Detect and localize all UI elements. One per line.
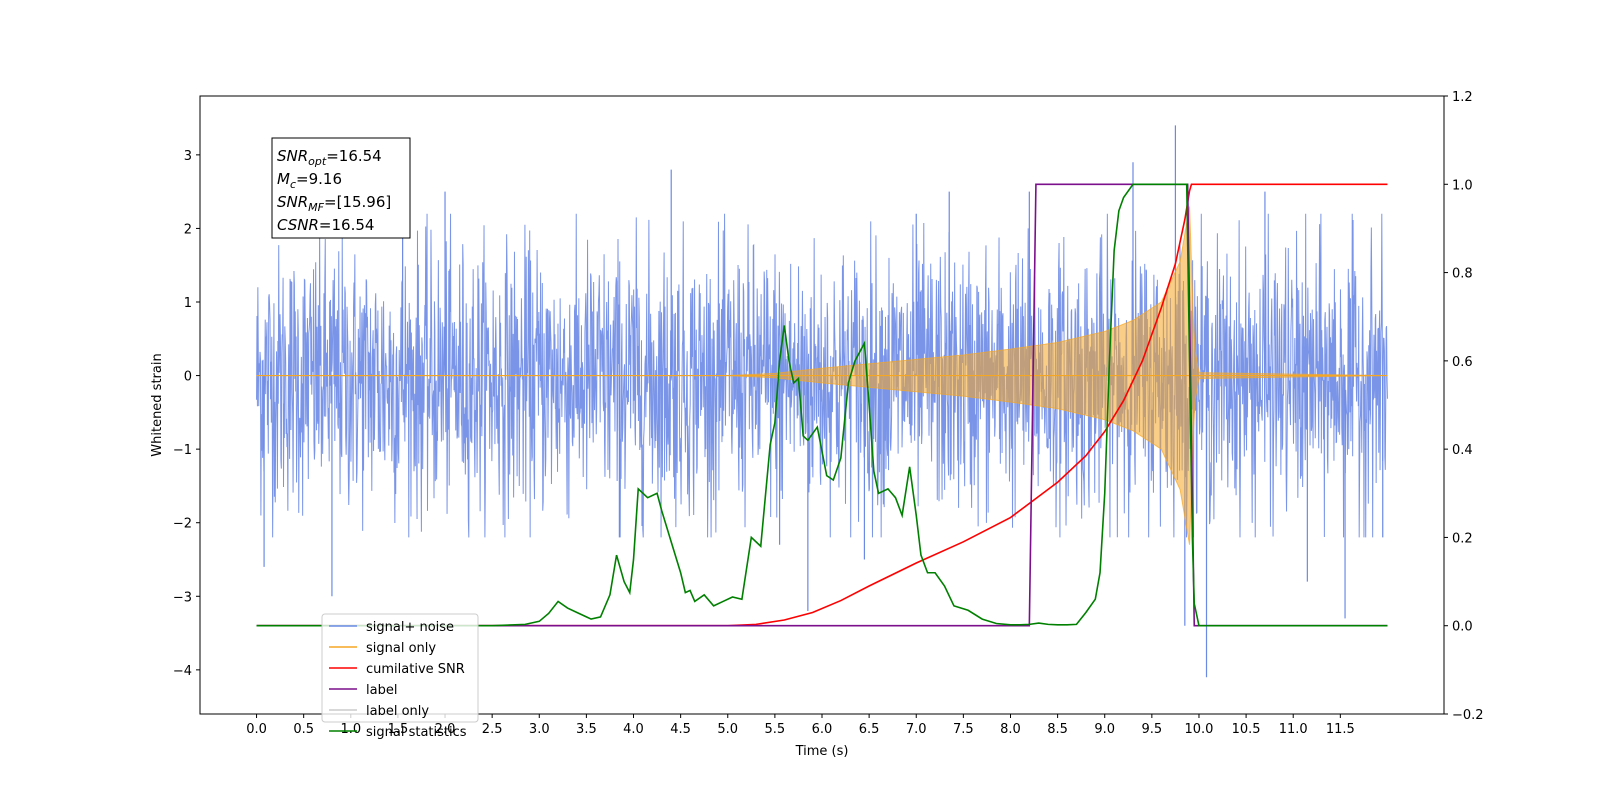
x-tick-label: 9.0 (1094, 722, 1115, 737)
legend-entry: cumilative SNR (366, 662, 465, 677)
series-signal-statistics-line (256, 183, 1388, 627)
y-axis-right: −0.2 0.0 0.2 0.4 0.6 0.8 1.0 1.2 (1444, 90, 1484, 723)
annotation-subscript: MF (308, 201, 324, 214)
x-tick-label: 9.5 (1142, 722, 1163, 737)
annotation-value: =16.54 (326, 147, 382, 165)
x-tick-label: 0.0 (246, 722, 267, 737)
x-tick-label: 0.5 (293, 722, 314, 737)
y2-tick-label: 0.6 (1452, 355, 1473, 370)
legend-entry: signal statistics (366, 725, 467, 740)
y-tick-label: −4 (173, 664, 192, 679)
series-layer (256, 125, 1388, 678)
y-tick-label: 3 (184, 149, 192, 164)
x-tick-label: 6.0 (812, 722, 833, 737)
annotation-value: =[15.96] (324, 193, 391, 211)
y2-tick-label: −0.2 (1452, 708, 1484, 723)
x-tick-label: 10.5 (1232, 722, 1261, 737)
x-tick-label: 8.0 (1000, 722, 1021, 737)
annotation-symbol: CSNR (277, 216, 319, 234)
legend-entry: signal only (366, 641, 436, 656)
annotation-frame (271, 137, 411, 239)
x-tick-label: 7.5 (953, 722, 974, 737)
annotation-value: =16.54 (319, 216, 375, 234)
legend-frame (321, 613, 479, 723)
x-tick-label: 3.0 (529, 722, 550, 737)
annotation-subscript: opt (308, 155, 327, 168)
y-axis-label: Whitened strain (150, 353, 165, 456)
y2-tick-label: 0.0 (1452, 620, 1473, 635)
annotation-symbol: M (277, 170, 290, 188)
legend-entry: label (366, 683, 397, 698)
annotation-symbol: SNR (277, 147, 308, 165)
annotation-line: Mc=9.16 (277, 170, 342, 191)
x-tick-label: 3.5 (576, 722, 597, 737)
y2-tick-label: 1.0 (1452, 178, 1473, 193)
y-tick-label: 0 (184, 370, 192, 385)
annotation-value: =9.16 (296, 170, 342, 188)
y-axis-left: −4 −3 −2 −1 0 1 2 3 (173, 149, 200, 679)
x-tick-label: 5.0 (717, 722, 738, 737)
y-tick-label: 1 (184, 296, 192, 311)
y2-tick-label: 0.4 (1452, 443, 1473, 458)
x-tick-label: 6.5 (859, 722, 880, 737)
x-tick-label: 4.5 (670, 722, 691, 737)
annotation-symbol: SNR (277, 193, 308, 211)
x-tick-label: 4.0 (623, 722, 644, 737)
x-tick-label: 2.0 (435, 722, 456, 737)
annotation-box: SNRopt=16.54Mc=9.16SNRMF=[15.96]CSNR=16.… (271, 137, 411, 239)
y2-tick-label: 0.2 (1452, 531, 1473, 546)
x-tick-label: 10.0 (1184, 722, 1213, 737)
x-axis-label: Time (s) (795, 744, 849, 759)
x-tick-label: 7.0 (906, 722, 927, 737)
annotation-line: SNRopt=16.54 (277, 147, 382, 168)
x-tick-label: 2.5 (482, 722, 503, 737)
y2-tick-label: 0.8 (1452, 267, 1473, 282)
series-cumilative-snr-line (256, 183, 1388, 627)
annotation-line: SNRMF=[15.96] (277, 193, 391, 214)
legend: signal+ noise signal only cumilative SNR la… (321, 613, 479, 740)
annotation-subscript: c (290, 178, 296, 191)
x-tick-label: 11.0 (1279, 722, 1308, 737)
y-tick-label: −3 (173, 590, 192, 605)
annotation-line: CSNR=16.54 (277, 216, 374, 234)
x-tick-label: 8.5 (1047, 722, 1068, 737)
x-tick-label: 5.5 (765, 722, 786, 737)
y-tick-label: −1 (173, 443, 192, 458)
legend-entry: signal+ noise (366, 620, 454, 635)
x-tick-label: 11.5 (1326, 722, 1355, 737)
legend-entry: label only (366, 704, 429, 719)
x-axis: 0.0 0.5 1.0 1.5 2.0 2.5 3.0 3.5 4.0 4.5 5.0 5.5 6.0 6… (246, 714, 1355, 737)
y-tick-label: 2 (184, 222, 192, 237)
x-tick-label: 1.0 (340, 722, 361, 737)
y-tick-label: −2 (173, 517, 192, 532)
y2-tick-label: 1.2 (1452, 90, 1473, 105)
x-tick-label: 1.5 (388, 722, 409, 737)
